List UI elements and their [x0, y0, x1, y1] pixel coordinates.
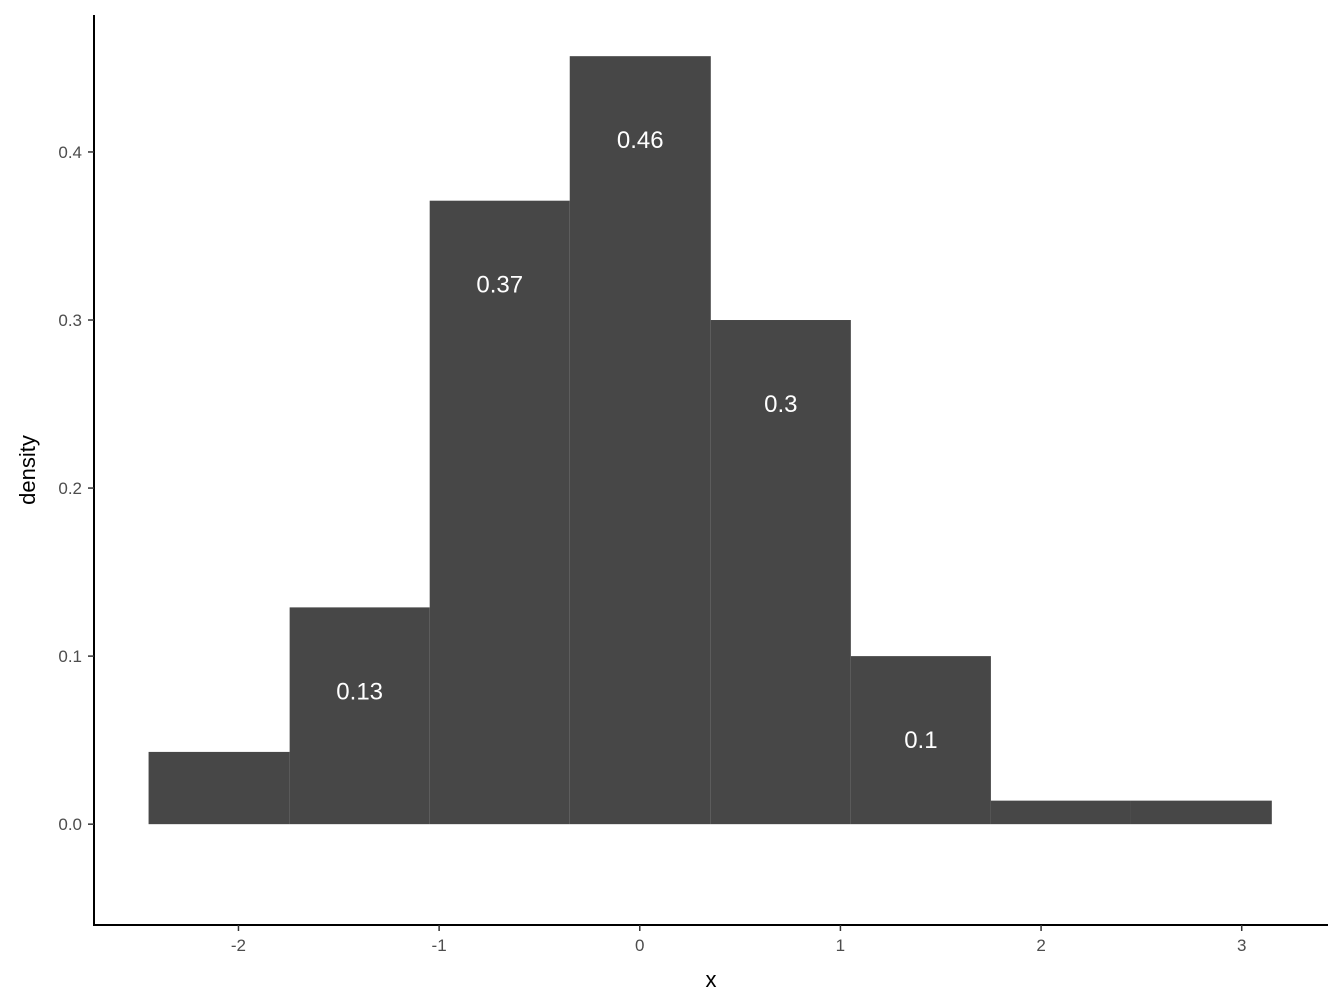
- histogram-bar: [850, 656, 991, 825]
- bar-label: 0.1: [904, 727, 937, 754]
- y-tick-label: 0.2: [58, 479, 82, 498]
- x-tick-label: 1: [836, 936, 845, 955]
- bar-label: 0.46: [617, 127, 664, 154]
- histogram-bar: [1130, 800, 1272, 825]
- histogram-bar: [710, 320, 851, 825]
- x-tick-label: 0: [635, 936, 644, 955]
- x-ticks: -2 -1 0 1 2 3: [231, 925, 1246, 955]
- y-ticks: 0.0 0.1 0.2 0.3 0.4: [58, 143, 94, 834]
- histogram-bar: [990, 800, 1131, 825]
- histogram-bar: [289, 607, 430, 825]
- x-tick-label: 2: [1036, 936, 1045, 955]
- histogram-bar: [429, 200, 570, 825]
- x-tick-label: 3: [1237, 936, 1246, 955]
- y-tick-label: 0.0: [58, 815, 82, 834]
- bars-layer: [148, 56, 1272, 825]
- x-tick-label: -2: [231, 936, 246, 955]
- y-tick-label: 0.3: [58, 311, 82, 330]
- x-axis-title: x: [706, 967, 717, 992]
- histogram-bar: [569, 56, 711, 825]
- y-axis-title: density: [15, 435, 40, 505]
- bar-label: 0.37: [476, 272, 523, 299]
- x-tick-label: -1: [432, 936, 447, 955]
- y-tick-label: 0.4: [58, 143, 82, 162]
- bar-labels-layer: 0.13 0.37 0.46 0.3 0.1: [336, 127, 937, 754]
- histogram-bar: [148, 751, 290, 825]
- bar-label: 0.13: [336, 678, 383, 705]
- bar-label: 0.3: [764, 391, 797, 418]
- y-tick-label: 0.1: [58, 647, 82, 666]
